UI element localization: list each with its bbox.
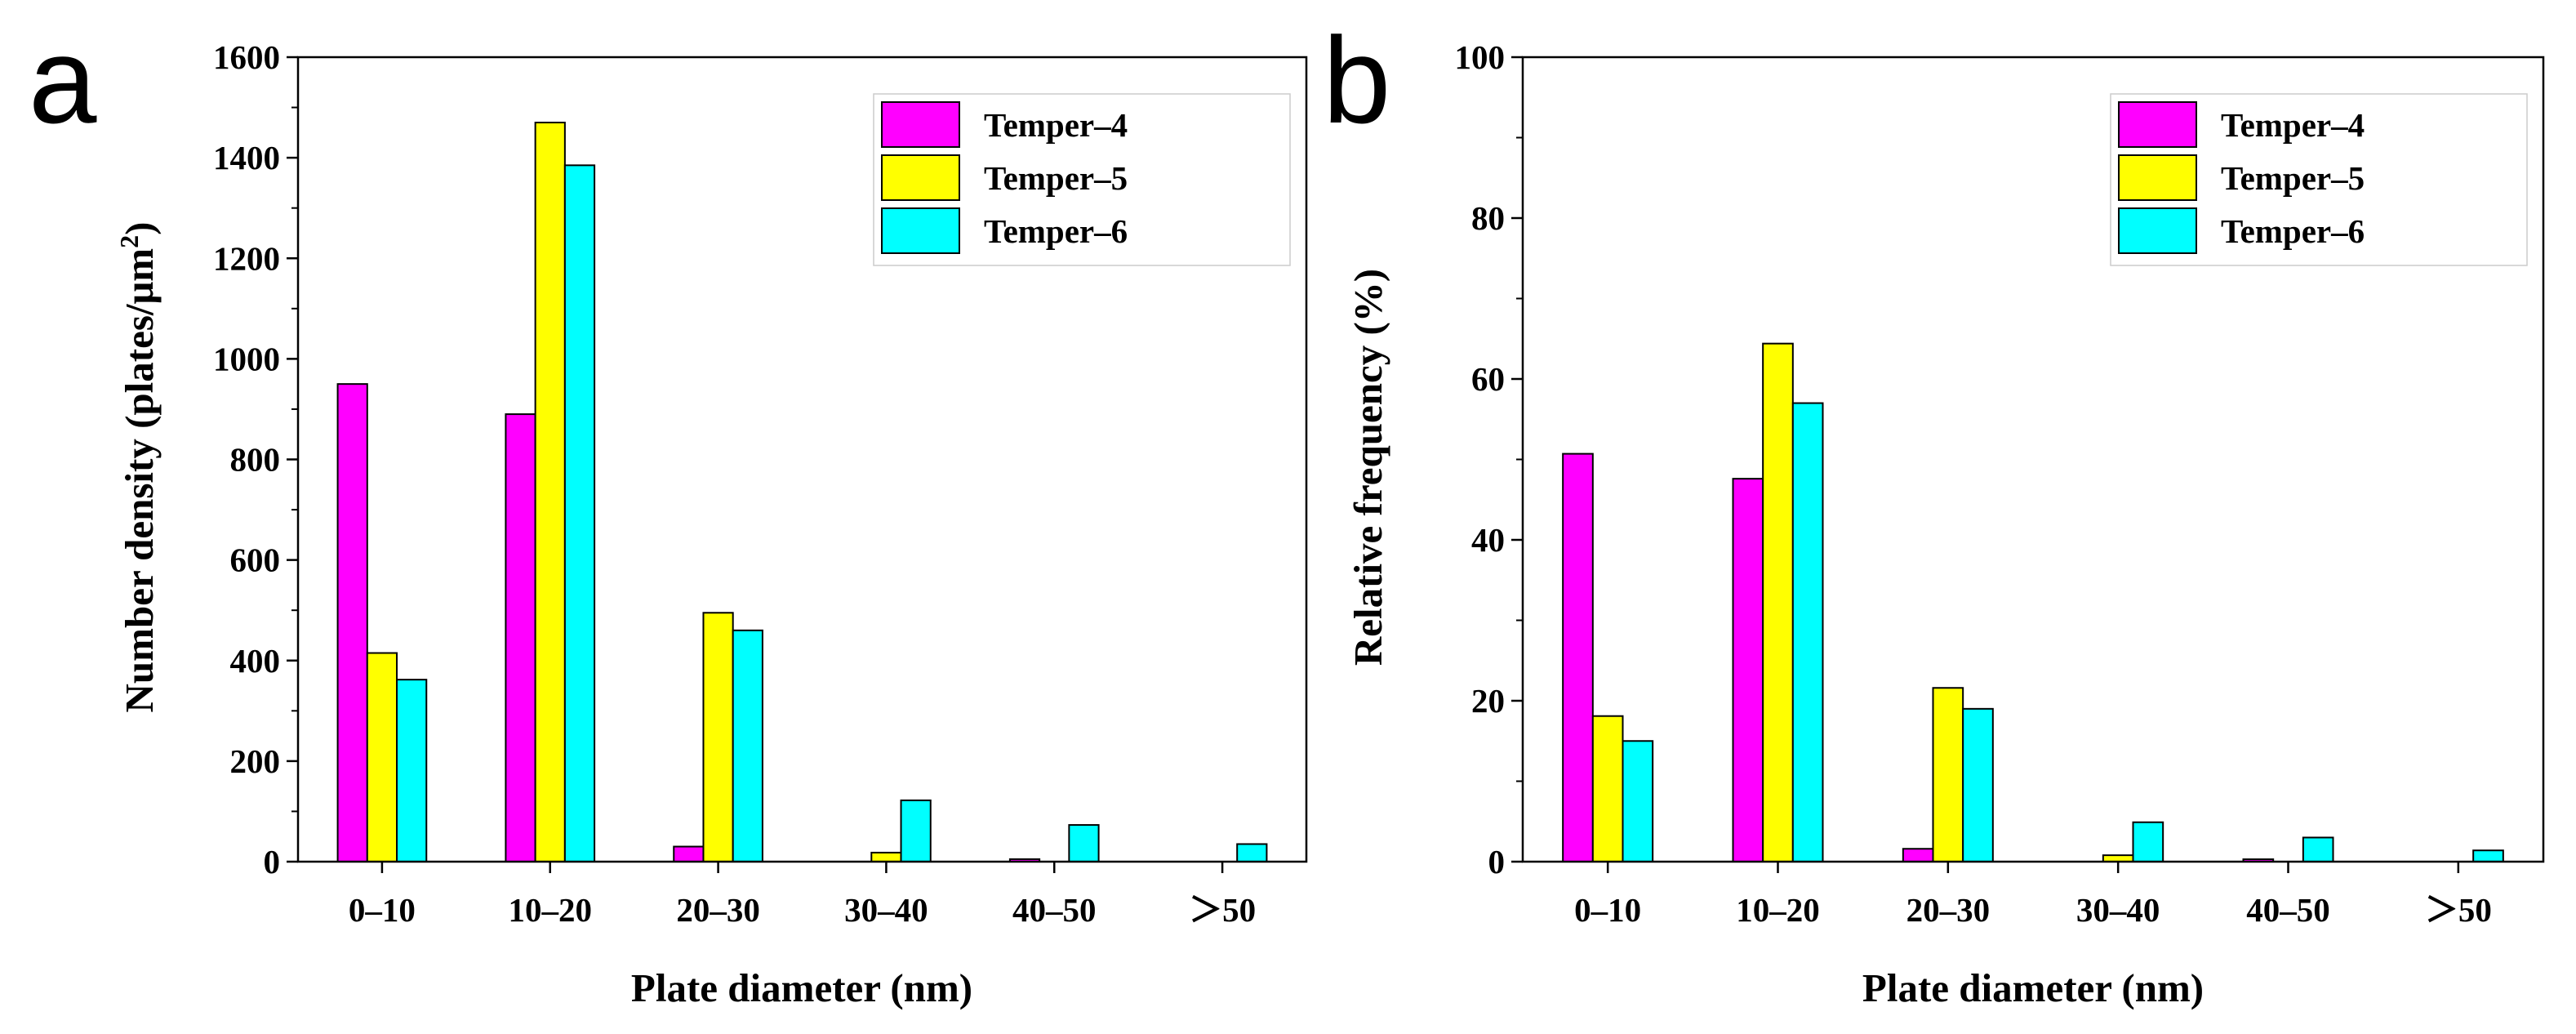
panel-a: a 0 200 400 600 800 1000 1200 1400 1600 0–10 10–20…	[29, 11, 1308, 1010]
legend-label-a-1: Temper–5	[984, 159, 1128, 197]
y-tick-label-b-0: 0	[1488, 843, 1506, 880]
x-tick-label-a-1: 10–20	[509, 891, 593, 929]
x-tick-label-b-5: ＞50	[2425, 891, 2492, 929]
bar-a-0-2	[673, 845, 705, 862]
legend-label-a-0: Temper–4	[984, 106, 1128, 144]
legend-swatch-a-1	[881, 154, 960, 201]
x-tick-label-b-1: 10–20	[1736, 891, 1820, 929]
x-tick-label-b-3: 30–40	[2076, 891, 2160, 929]
legend-label-b-0: Temper–4	[2221, 106, 2365, 144]
legend-label-b-2: Temper–6	[2221, 212, 2365, 250]
bar-b-2-1	[1791, 402, 1824, 862]
x-tick-label-a-3: 30–40	[844, 891, 928, 929]
y-tick-label-b-3: 60	[1471, 360, 1505, 398]
bar-b-2-0	[1622, 740, 1654, 862]
bar-a-0-1	[505, 413, 536, 862]
legend-swatch-b-2	[2118, 207, 2197, 254]
x-tick-label-a-4: 40–50	[1012, 891, 1097, 929]
bar-a-2-1	[563, 164, 596, 862]
y-tick-label-a-4: 800	[230, 441, 281, 479]
bar-b-0-2	[1902, 848, 1934, 862]
bar-a-1-0	[366, 652, 398, 862]
y-tick-label-b-2: 40	[1471, 521, 1505, 559]
y-tick-label-a-8: 1600	[213, 38, 280, 76]
bar-a-1-2	[702, 612, 734, 862]
bar-a-1-3	[870, 851, 902, 862]
legend-swatch-a-2	[881, 207, 960, 254]
panel-label-b: b	[1323, 11, 1390, 149]
bar-b-0-0	[1562, 452, 1594, 862]
legend-swatch-a-0	[881, 101, 960, 148]
bar-a-0-0	[336, 383, 368, 862]
y-tick-label-a-6: 1200	[213, 239, 280, 277]
bar-b-1-1	[1762, 342, 1794, 863]
x-tick-label-b-4: 40–50	[2246, 891, 2330, 929]
bar-b-2-5	[2472, 849, 2504, 862]
x-tick-label-b-2: 20–30	[1906, 891, 1991, 929]
x-tick-label-a-0: 0–10	[349, 891, 416, 929]
bar-a-2-5	[1236, 843, 1268, 862]
legend-swatch-b-0	[2118, 101, 2197, 148]
bar-b-1-2	[1932, 687, 1964, 862]
bar-a-2-0	[396, 679, 428, 862]
y-tick-label-a-0: 0	[264, 843, 281, 880]
x-axis-title-b: Plate diameter (nm)	[1862, 965, 2204, 1010]
panel-label-a: a	[29, 11, 97, 149]
y-tick-label-b-1: 20	[1471, 682, 1505, 720]
bar-b-2-2	[1962, 707, 1994, 862]
bar-a-2-2	[732, 629, 763, 862]
y-tick-label-b-4: 80	[1471, 199, 1505, 237]
bar-b-2-4	[2302, 836, 2334, 862]
x-tick-label-a-2: 20–30	[676, 891, 760, 929]
legend-swatch-b-1	[2118, 154, 2197, 201]
y-axis-title-b: Relative frequency (%)	[1346, 269, 1390, 666]
bar-b-1-0	[1591, 715, 1624, 863]
y-tick-label-a-7: 1400	[213, 139, 280, 176]
bar-b-0-1	[1732, 478, 1764, 862]
panel-b: b 0 20 40 60 80 100 0–10 10–20 20–30 30–40 40–50 ＞5…	[1323, 11, 2545, 1010]
y-tick-label-a-2: 400	[230, 642, 281, 680]
x-tick-label-b-0: 0–10	[1574, 891, 1641, 929]
plot-area-b: 0 20 40 60 80 100 0–10 10–20 20–30 30–40 40–50 ＞50 T…	[1455, 38, 2545, 929]
y-tick-label-a-5: 1000	[213, 340, 280, 377]
x-axis-title-a: Plate diameter (nm)	[631, 965, 972, 1010]
bar-a-2-3	[900, 799, 932, 862]
y-tick-label-b-5: 100	[1455, 38, 1506, 76]
y-axis-title-a: Number density (plates/μm2)	[114, 222, 162, 713]
legend-label-b-1: Temper–5	[2221, 159, 2365, 197]
plot-area-a: 0 200 400 600 800 1000 1200 1400 1600 0–10 10–20 20…	[213, 38, 1308, 929]
bar-a-2-4	[1068, 824, 1100, 863]
x-tick-label-a-5: ＞50	[1189, 891, 1256, 929]
legend-label-a-2: Temper–6	[984, 212, 1128, 250]
bar-a-1-1	[534, 122, 566, 862]
bar-b-2-3	[2132, 821, 2164, 862]
y-tick-label-a-3: 600	[230, 542, 281, 579]
y-tick-label-a-1: 200	[230, 742, 281, 780]
